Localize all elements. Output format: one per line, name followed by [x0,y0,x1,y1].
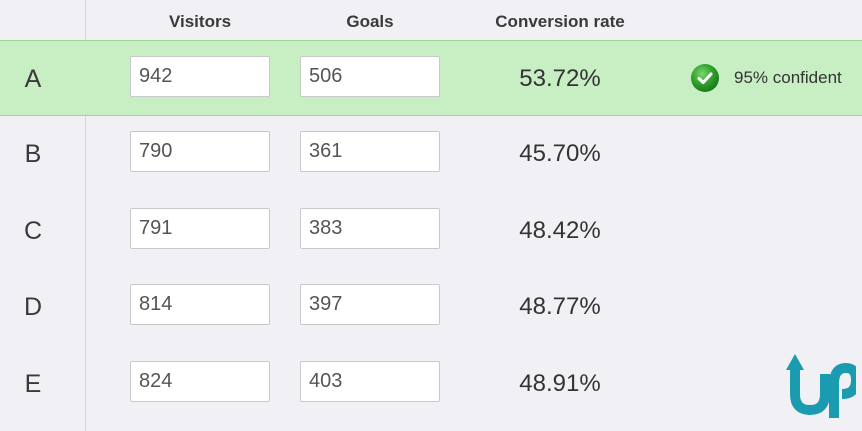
goals-input-a[interactable] [300,56,440,97]
conversion-rate-b: 45.70% [519,140,601,167]
goals-input-c[interactable] [300,208,440,249]
goals-input-d[interactable] [300,284,440,325]
visitors-column-header: Visitors [168,12,232,31]
check-circle-icon [690,63,720,93]
visitors-input-e[interactable] [130,361,270,402]
variation-label: E [24,370,42,398]
variation-row-d: D 48.77% [0,269,862,345]
visitors-input-c[interactable] [130,208,270,249]
label-column-divider [85,0,86,431]
visitors-input-d[interactable] [130,284,270,325]
conversion-rate-c: 48.42% [519,217,601,244]
conversion-rate-a: 53.72% [519,65,601,92]
confidence-text: 95% confident [734,68,842,87]
table-header: Visitors Goals Conversion rate [0,0,862,41]
up-logo-icon [784,350,862,420]
variation-row-b: B 45.70% [0,116,862,192]
variation-label: B [24,140,42,168]
variation-row-e: E 48.91% [0,346,862,422]
variation-label: C [23,217,43,245]
conversion-rate-column-header: Conversion rate [495,12,625,31]
goals-input-e[interactable] [300,361,440,402]
variation-row-a: A 53.72% 95% confident [0,40,862,116]
goals-input-b[interactable] [300,131,440,172]
goals-column-header: Goals [346,12,394,31]
confidence-indicator: 95% confident [690,63,842,93]
visitors-input-a[interactable] [130,56,270,97]
conversion-rate-e: 48.91% [519,370,601,397]
conversion-rate-d: 48.77% [519,293,601,320]
visitors-input-b[interactable] [130,131,270,172]
variation-label: D [23,293,43,321]
variation-label: A [24,65,42,93]
variation-row-c: C 48.42% [0,193,862,269]
